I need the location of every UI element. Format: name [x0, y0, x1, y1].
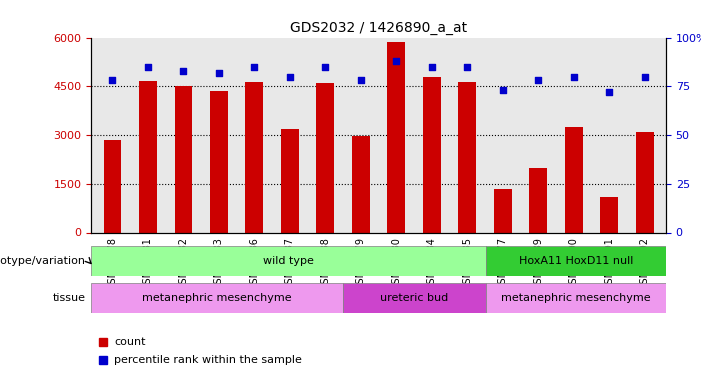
- Point: [320, 64, 331, 70]
- Title: GDS2032 / 1426890_a_at: GDS2032 / 1426890_a_at: [290, 21, 467, 35]
- Point: [497, 87, 508, 93]
- Point: [284, 74, 295, 80]
- Text: percentile rank within the sample: percentile rank within the sample: [114, 355, 302, 365]
- Point: [213, 70, 224, 76]
- Point: [142, 64, 154, 70]
- Bar: [245, 82, 263, 232]
- Point: [178, 68, 189, 74]
- Bar: [600, 197, 618, 232]
- Bar: [352, 136, 369, 232]
- Bar: [494, 189, 512, 232]
- Bar: [423, 76, 441, 232]
- Bar: [529, 168, 547, 232]
- Point: [639, 74, 651, 80]
- Bar: [636, 132, 653, 232]
- FancyBboxPatch shape: [486, 246, 666, 276]
- Text: genotype/variation: genotype/variation: [0, 256, 86, 266]
- Bar: [210, 91, 228, 232]
- Point: [355, 77, 367, 83]
- FancyBboxPatch shape: [91, 283, 343, 313]
- Bar: [565, 127, 583, 232]
- Point: [568, 74, 579, 80]
- Text: wild type: wild type: [264, 256, 314, 266]
- Bar: [281, 129, 299, 232]
- FancyBboxPatch shape: [486, 283, 666, 313]
- Text: ureteric bud: ureteric bud: [381, 293, 449, 303]
- Text: HoxA11 HoxD11 null: HoxA11 HoxD11 null: [519, 256, 633, 266]
- FancyBboxPatch shape: [343, 283, 486, 313]
- Point: [604, 89, 615, 95]
- Bar: [139, 81, 157, 232]
- Bar: [458, 82, 476, 232]
- Text: count: count: [114, 337, 146, 347]
- Point: [426, 64, 437, 70]
- Text: metanephric mesenchyme: metanephric mesenchyme: [142, 293, 292, 303]
- Point: [533, 77, 544, 83]
- FancyBboxPatch shape: [91, 246, 486, 276]
- Bar: [388, 42, 405, 232]
- Bar: [175, 86, 192, 232]
- Point: [107, 77, 118, 83]
- Bar: [316, 83, 334, 232]
- Bar: [104, 140, 121, 232]
- Point: [249, 64, 260, 70]
- Text: metanephric mesenchyme: metanephric mesenchyme: [501, 293, 651, 303]
- Text: tissue: tissue: [53, 293, 86, 303]
- Point: [462, 64, 473, 70]
- Point: [390, 58, 402, 64]
